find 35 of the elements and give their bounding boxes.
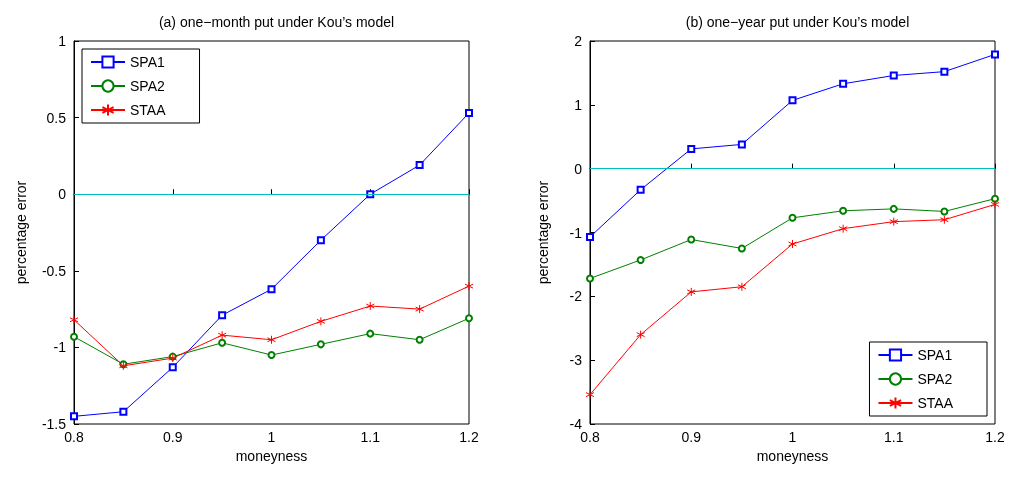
y-tick-label: -3 — [569, 352, 583, 369]
legend-label: SPA1 — [130, 54, 165, 70]
y-tick-label: -0.5 — [41, 262, 67, 279]
legend-label: STAA — [130, 102, 167, 118]
x-tick-label: 0.9 — [163, 429, 183, 445]
y-tick-label: 0 — [58, 186, 67, 203]
y-tick-label: -1 — [53, 339, 67, 356]
y-tick-label: -1.5 — [41, 416, 67, 432]
y-tick-label: 2 — [574, 33, 583, 49]
y-tick-label: 0.5 — [46, 109, 67, 126]
legend-label: STAA — [917, 395, 954, 411]
legend-label: SPA2 — [917, 371, 953, 387]
x-tick-label: 0.9 — [681, 429, 702, 445]
legend-label: SPA2 — [130, 78, 165, 94]
y-tick-label: -4 — [569, 416, 583, 432]
chart-title: (a) one−month put under Kou’s model — [158, 14, 395, 30]
x-tick-label: 1.1 — [884, 429, 904, 445]
x-axis-title: moneyness — [235, 447, 308, 464]
x-tick-label: 1.2 — [459, 429, 479, 445]
x-tick-label: 1 — [267, 429, 276, 445]
y-tick-label: 1 — [574, 96, 583, 113]
x-axis-title: moneyness — [756, 447, 829, 464]
x-tick-label: 0.8 — [64, 429, 84, 445]
x-tick-label: 1.1 — [360, 429, 381, 445]
y-axis-title: percentage error — [13, 180, 29, 285]
x-tick-label: 1.2 — [985, 429, 1005, 445]
y-axis-title: percentage error — [535, 180, 551, 285]
chart-title: (b) one−year put under Kou’s model — [685, 14, 910, 30]
x-tick-label: 0.8 — [580, 429, 600, 445]
y-tick-label: 0 — [574, 160, 583, 177]
y-tick-label: -2 — [569, 288, 583, 305]
y-tick-label: -1 — [569, 224, 583, 241]
y-tick-label: 1 — [58, 33, 67, 49]
x-tick-label: 1 — [788, 429, 797, 445]
legend-label: SPA1 — [917, 347, 953, 363]
